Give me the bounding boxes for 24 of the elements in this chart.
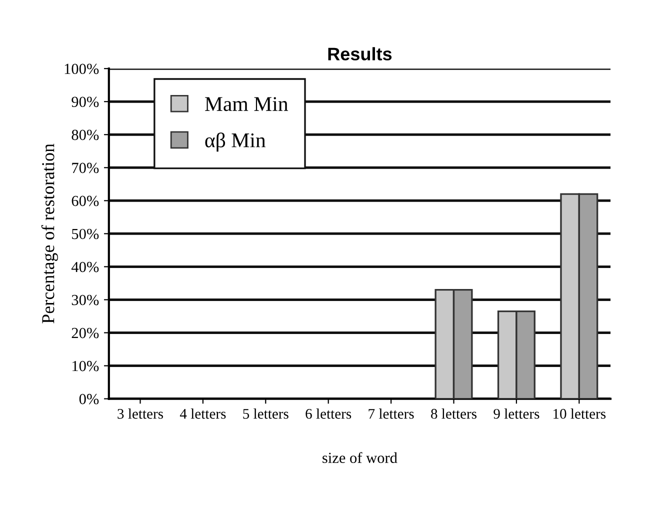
x-tick-label: 7 letters	[368, 408, 414, 419]
x-tick-label: 9 letters	[494, 408, 540, 419]
y-tick-label: 90%	[72, 96, 99, 108]
y-tick-label: 40%	[71, 262, 99, 272]
y-axis-title: Percentage of restoration	[41, 144, 58, 324]
x-axis-title: size of word	[322, 452, 398, 464]
x-tick-label: 8 letters	[431, 408, 477, 419]
chart-title: Results	[328, 47, 392, 60]
y-tick-label: 100%	[64, 64, 99, 74]
x-tick-label: 5 letters	[243, 408, 288, 419]
y-tick-label: 30%	[72, 294, 99, 306]
legend-label: αβ Min	[205, 132, 266, 152]
y-tick-label: 0%	[79, 394, 99, 404]
y-tick-label: 20%	[72, 328, 99, 338]
y-tick-label: 10%	[72, 360, 99, 372]
legend-label: Mam Min	[205, 97, 288, 112]
y-tick-label: 60%	[72, 196, 99, 206]
y-tick-label: 70%	[72, 162, 99, 174]
x-tick-label: 10 letters	[554, 408, 606, 419]
x-tick-label: 6 letters	[306, 408, 352, 419]
x-tick-label: 3 letters	[118, 408, 164, 419]
x-tick-label: 4 letters	[180, 408, 226, 419]
y-tick-label: 80%	[72, 130, 99, 140]
y-tick-label: 50%	[72, 228, 99, 240]
